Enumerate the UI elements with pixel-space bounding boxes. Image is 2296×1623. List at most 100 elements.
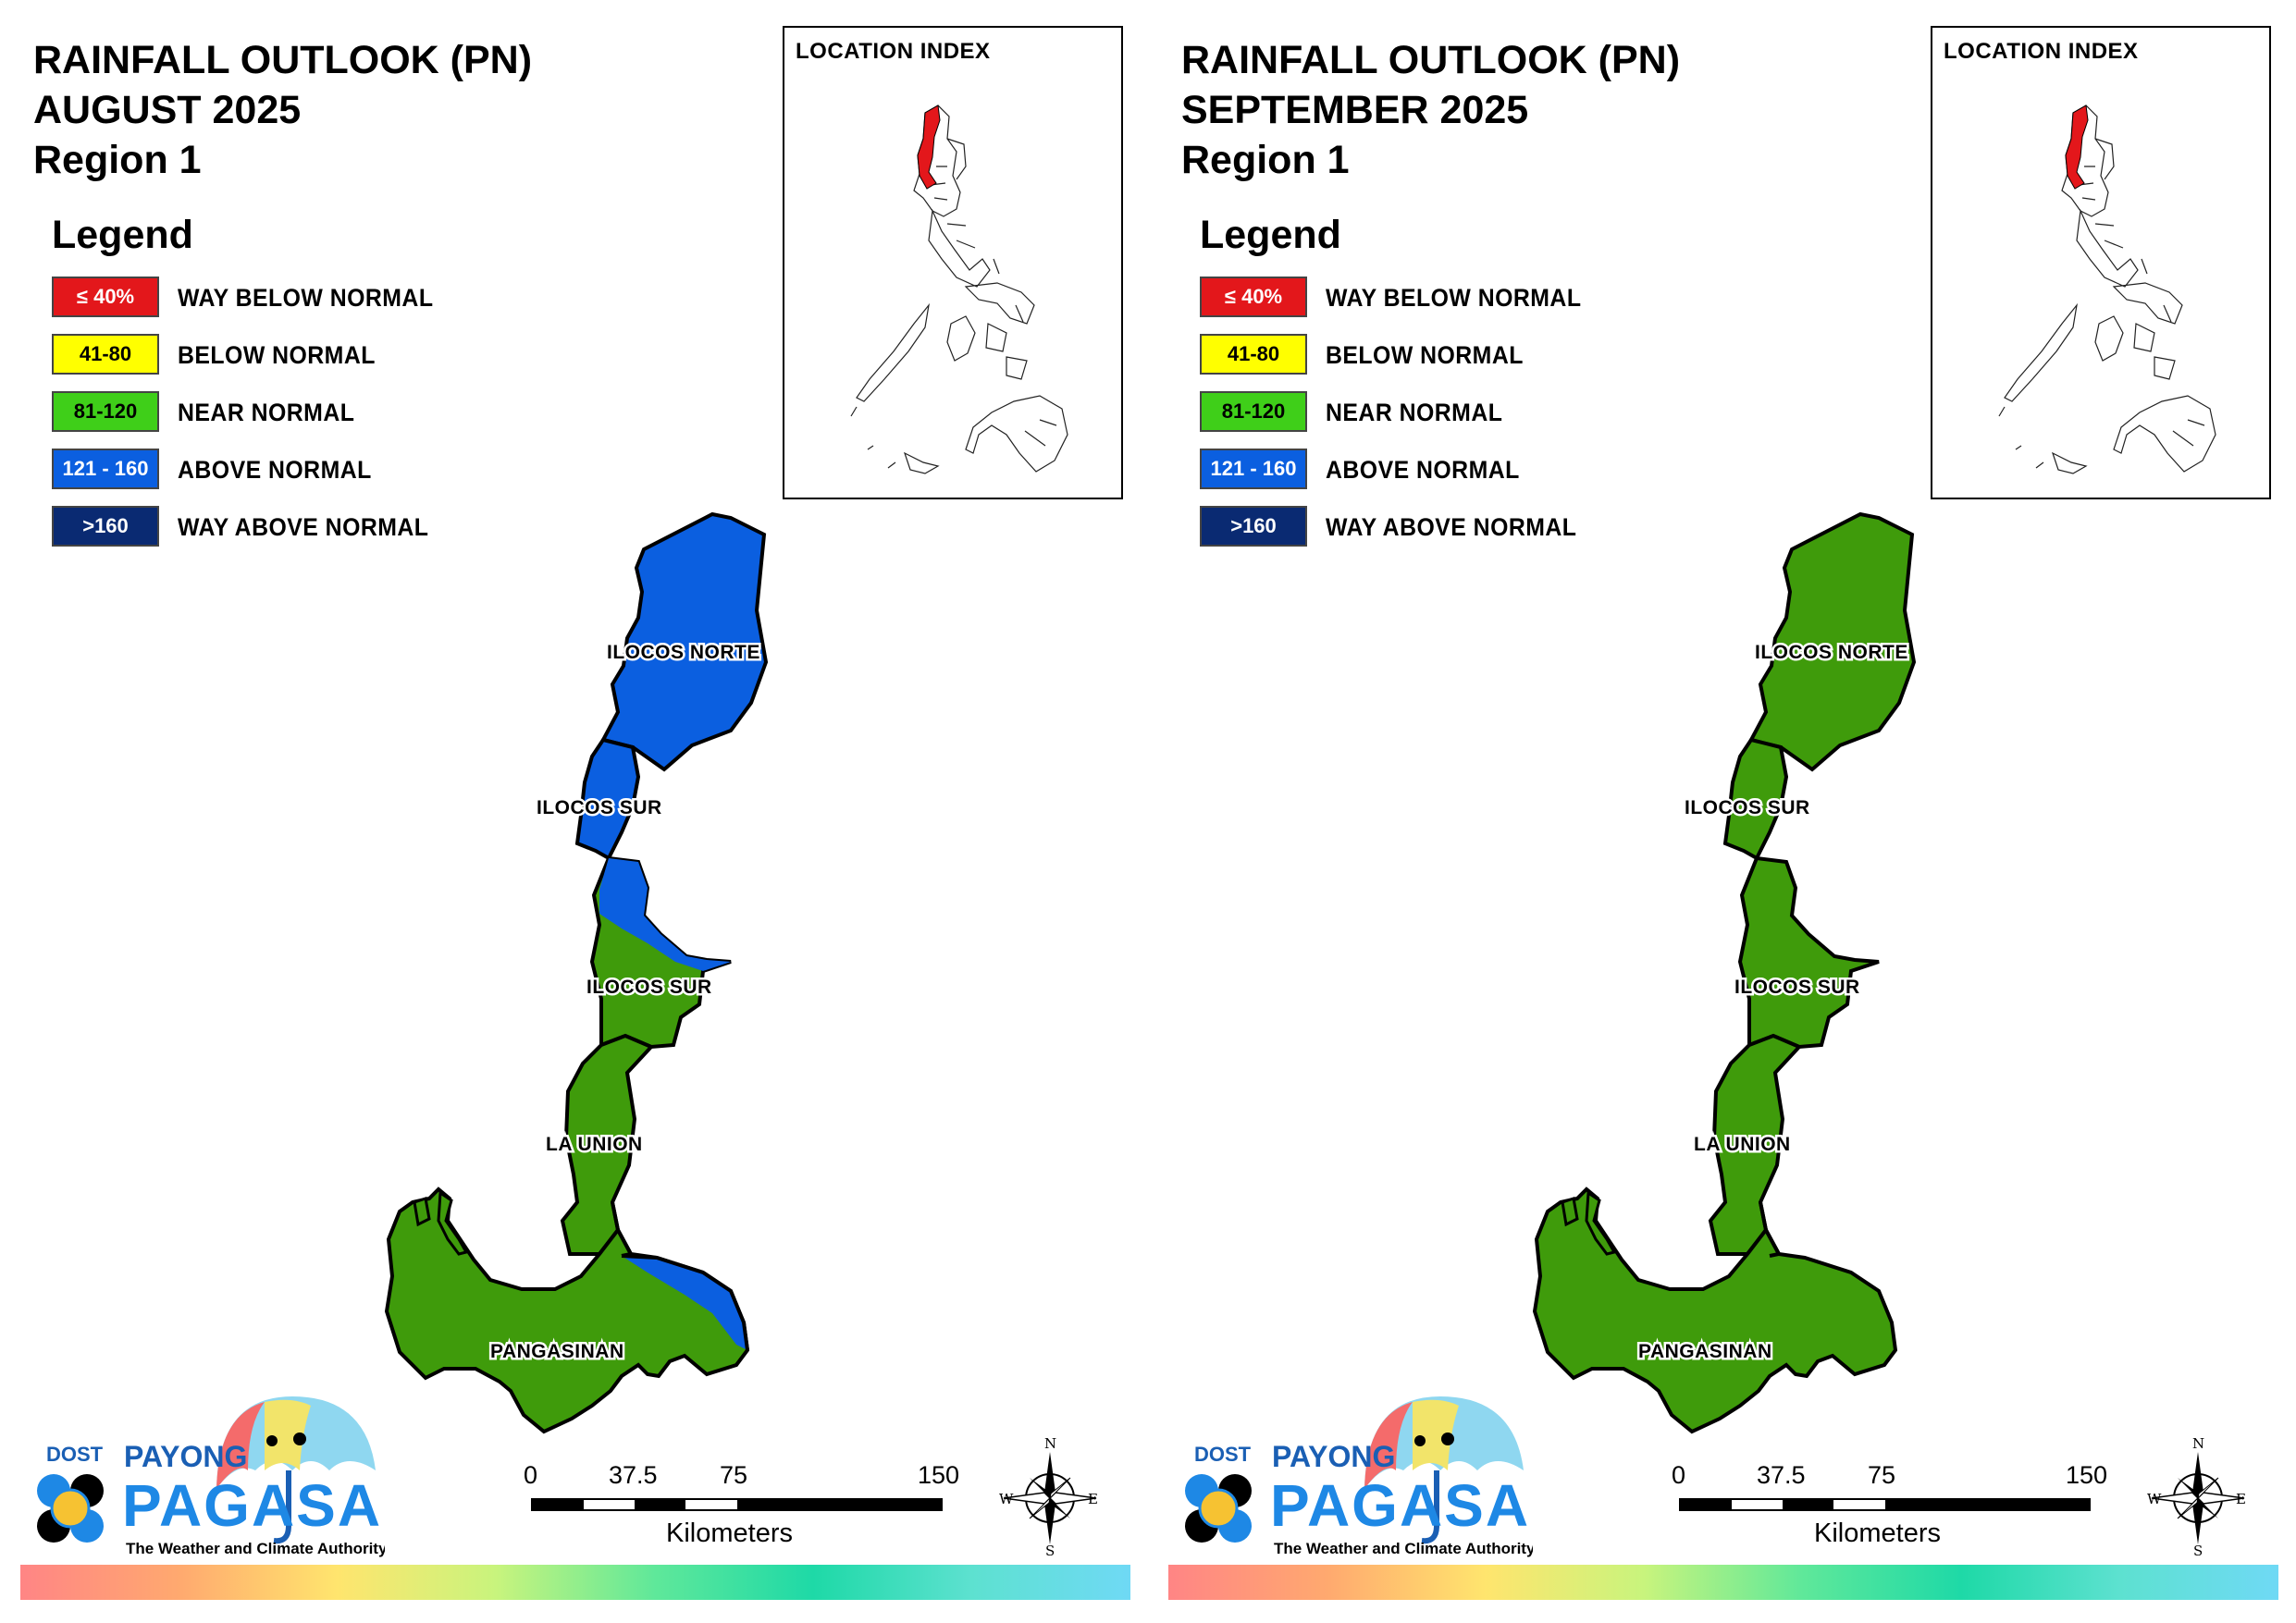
label-ilocos-norte: ILOCOS NORTE <box>607 642 760 663</box>
north-arrow: N S E W <box>2147 1435 2249 1559</box>
compass-w: W <box>999 1491 1014 1507</box>
legend-item-below: 41-80 BELOW NORMAL <box>1200 334 1523 391</box>
province-ilocos-norte <box>600 511 769 772</box>
scale-tick: 0 <box>524 1461 538 1489</box>
location-index-inset: LOCATION INDEX <box>1931 26 2271 499</box>
map-title: RAINFALL OUTLOOK (PN) AUGUST 2025 Region… <box>33 35 532 185</box>
above-normal-patch-pangasinan <box>622 1256 747 1350</box>
compass-rose-icon: N S E W <box>2147 1435 2246 1559</box>
inset-title: LOCATION INDEX <box>1944 39 2139 64</box>
location-index-inset: LOCATION INDEX <box>783 26 1123 499</box>
legend-label: NEAR NORMAL <box>1326 399 1503 426</box>
compass-e: E <box>1088 1491 1098 1507</box>
legend-swatch: 41-80 <box>1200 334 1307 375</box>
province-ilocos-norte <box>1748 511 1917 772</box>
legend-item-way-above: >160 WAY ABOVE NORMAL <box>1200 506 1576 563</box>
legend-item-way-below: ≤ 40% WAY BELOW NORMAL <box>1200 277 1581 334</box>
province-boundary <box>1759 1201 1783 1258</box>
legend-swatch: >160 <box>1200 506 1307 547</box>
map-title: RAINFALL OUTLOOK (PN) SEPTEMBER 2025 Reg… <box>1181 35 1680 185</box>
philippines-map-icon <box>850 105 1068 474</box>
legend-label: BELOW NORMAL <box>178 341 376 369</box>
panel-september: RAINFALL OUTLOOK (PN) SEPTEMBER 2025 Reg… <box>1148 0 2296 1623</box>
compass-rose-icon: N S E W <box>999 1435 1098 1559</box>
logo-dost: DOST <box>1194 1443 1252 1466</box>
region-1-map: ILOCOS NORTE ILOCOS SUR ILOCOS SUR LA UN… <box>384 511 769 1434</box>
compass-w: W <box>2147 1491 2162 1507</box>
scale-bar-graphic <box>531 1498 943 1511</box>
inset-title: LOCATION INDEX <box>796 39 991 64</box>
legend-item-near: 81-120 NEAR NORMAL <box>52 391 354 449</box>
legend-item-way-below: ≤ 40% WAY BELOW NORMAL <box>52 277 433 334</box>
label-pangasinan: PANGASINAN <box>1638 1341 1772 1362</box>
legend-swatch: >160 <box>52 506 159 547</box>
province-boundary <box>611 1201 635 1258</box>
legend-label: WAY BELOW NORMAL <box>178 284 434 312</box>
compass-s: S <box>1045 1543 1055 1555</box>
payong-pagasa-logo: DOST PAYONG PAGASA The Weather and Clima… <box>1181 1387 1536 1568</box>
province-ilocos-sur-south <box>1737 855 1880 1050</box>
legend-swatch: 121 - 160 <box>1200 449 1307 489</box>
legend-swatch: ≤ 40% <box>52 277 159 317</box>
legend-title: Legend <box>52 213 193 257</box>
province-ilocos-sur-north <box>1722 737 1789 861</box>
label-ilocos-norte: ILOCOS NORTE <box>1755 642 1908 663</box>
label-ilocos-sur-south: ILOCOS SUR <box>1734 977 1860 998</box>
province-pangasinan <box>1532 1187 1898 1434</box>
panel-august: RAINFALL OUTLOOK (PN) AUGUST 2025 Region… <box>20 26 1130 1600</box>
legend-swatch: 81-120 <box>52 391 159 432</box>
above-normal-patch-ilocos-sur <box>599 858 731 971</box>
pagasa-logo-icon: DOST PAYONG PAGASA The Weather and Clima… <box>37 1396 388 1557</box>
legend-item-above: 121 - 160 ABOVE NORMAL <box>1200 449 1519 506</box>
logo-payong: PAYONG <box>124 1440 247 1473</box>
scale-tick: 150 <box>918 1461 960 1489</box>
label-ilocos-sur-north: ILOCOS SUR <box>1685 797 1810 818</box>
scale-tick: 0 <box>1672 1461 1686 1489</box>
scale-bar-graphic <box>1679 1498 2091 1511</box>
label-ilocos-sur-north: ILOCOS SUR <box>537 797 662 818</box>
label-ilocos-sur-south: ILOCOS SUR <box>586 977 712 998</box>
title-line-3: Region 1 <box>33 138 202 182</box>
compass-n: N <box>2192 1435 2204 1452</box>
legend-label: WAY ABOVE NORMAL <box>178 513 429 541</box>
legend-item-below: 41-80 BELOW NORMAL <box>52 334 375 391</box>
compass-n: N <box>1044 1435 1056 1452</box>
philippines-map-icon <box>1998 105 2216 474</box>
scale-tick: 37.5 <box>1757 1461 1806 1489</box>
coastline-islets <box>1561 1190 1617 1256</box>
legend: Legend ≤ 40% WAY BELOW NORMAL 41-80 BELO… <box>1200 213 1581 563</box>
compass-e: E <box>2236 1491 2246 1507</box>
region-1-map: ILOCOS NORTE ILOCOS SUR ILOCOS SUR LA UN… <box>1532 511 1917 1434</box>
scale-tick: 37.5 <box>609 1461 658 1489</box>
legend-swatch: 41-80 <box>52 334 159 375</box>
scale-bar: 0 37.5 75 150 Kilometers <box>518 1461 962 1554</box>
scale-unit: Kilometers <box>666 1518 793 1548</box>
logo-dost: DOST <box>46 1443 104 1466</box>
label-la-union: LA UNION <box>546 1134 643 1155</box>
payong-pagasa-logo: DOST PAYONG PAGASA The Weather and Clima… <box>33 1387 388 1568</box>
label-la-union: LA UNION <box>1694 1134 1791 1155</box>
logo-pagasa: PAGASA <box>122 1472 382 1539</box>
legend-label: NEAR NORMAL <box>178 399 355 426</box>
legend-swatch: ≤ 40% <box>1200 277 1307 317</box>
logo-pagasa: PAGASA <box>1270 1472 1530 1539</box>
legend: Legend ≤ 40% WAY BELOW NORMAL 41-80 BELO… <box>52 213 433 563</box>
logo-tagline: The Weather and Climate Authority <box>126 1540 385 1557</box>
legend-label: ABOVE NORMAL <box>178 456 372 484</box>
footer-gradient-strip <box>20 1565 1130 1600</box>
legend-swatch: 81-120 <box>1200 391 1307 432</box>
footer-gradient-strip <box>1168 1565 2278 1600</box>
legend-label: ABOVE NORMAL <box>1326 456 1520 484</box>
legend-label: WAY BELOW NORMAL <box>1326 284 1582 312</box>
scale-unit: Kilometers <box>1814 1518 1941 1548</box>
legend-item-above: 121 - 160 ABOVE NORMAL <box>52 449 371 506</box>
logo-tagline: The Weather and Climate Authority <box>1274 1540 1533 1557</box>
legend-item-near: 81-120 NEAR NORMAL <box>1200 391 1502 449</box>
scale-tick: 150 <box>2066 1461 2108 1489</box>
logo-payong: PAYONG <box>1272 1440 1395 1473</box>
title-line-1: RAINFALL OUTLOOK (PN) <box>1181 38 1681 82</box>
title-line-3: Region 1 <box>1181 138 1350 182</box>
province-ilocos-sur-north <box>574 737 641 861</box>
north-arrow: N S E W <box>999 1435 1101 1559</box>
title-line-2: SEPTEMBER 2025 <box>1181 88 1529 132</box>
